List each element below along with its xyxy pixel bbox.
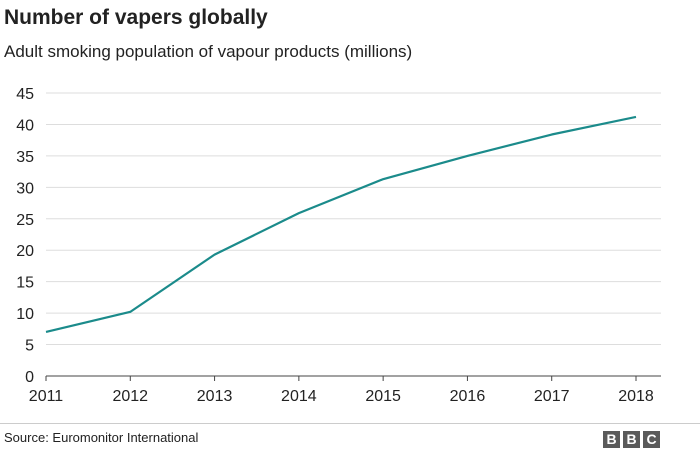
y-tick-label: 15	[16, 275, 34, 292]
source-note: Source: Euromonitor International	[4, 430, 199, 445]
y-tick-label: 35	[16, 149, 34, 166]
y-tick-labels: 0 5 10 15 20 25 30 35 40 45	[16, 86, 34, 386]
x-tick-label: 2018	[618, 388, 654, 405]
y-tick-label: 45	[16, 86, 34, 103]
y-tick-label: 40	[16, 117, 34, 134]
y-tick-label: 25	[16, 212, 34, 229]
y-tick-label: 20	[16, 243, 34, 260]
x-tick-label: 2012	[112, 388, 148, 405]
x-tick-label: 2014	[281, 388, 317, 405]
x-tick-label: 2011	[29, 388, 64, 405]
grid-lines	[46, 92, 661, 377]
x-tick-label: 2016	[450, 388, 486, 405]
chart-title: Number of vapers globally	[4, 6, 268, 29]
logo-letter: B	[603, 431, 620, 448]
footer-divider	[0, 423, 700, 424]
series-line	[45, 115, 637, 334]
x-tick-labels: 2011 2012 2013 2014 2015 2016 2017 2018	[29, 376, 654, 405]
y-tick-label: 0	[25, 369, 34, 386]
x-tick-label: 2015	[365, 388, 401, 405]
logo-letter: C	[643, 431, 660, 448]
bbc-logo: B B C	[603, 431, 660, 448]
series-layer	[45, 115, 637, 334]
x-tick-label: 2013	[197, 388, 233, 405]
y-tick-label: 30	[16, 180, 34, 197]
chart-subtitle: Adult smoking population of vapour produ…	[4, 42, 413, 61]
y-tick-label: 10	[16, 306, 34, 323]
logo-letter: B	[623, 431, 640, 448]
x-tick-label: 2017	[534, 388, 570, 405]
y-tick-label: 5	[25, 338, 34, 355]
